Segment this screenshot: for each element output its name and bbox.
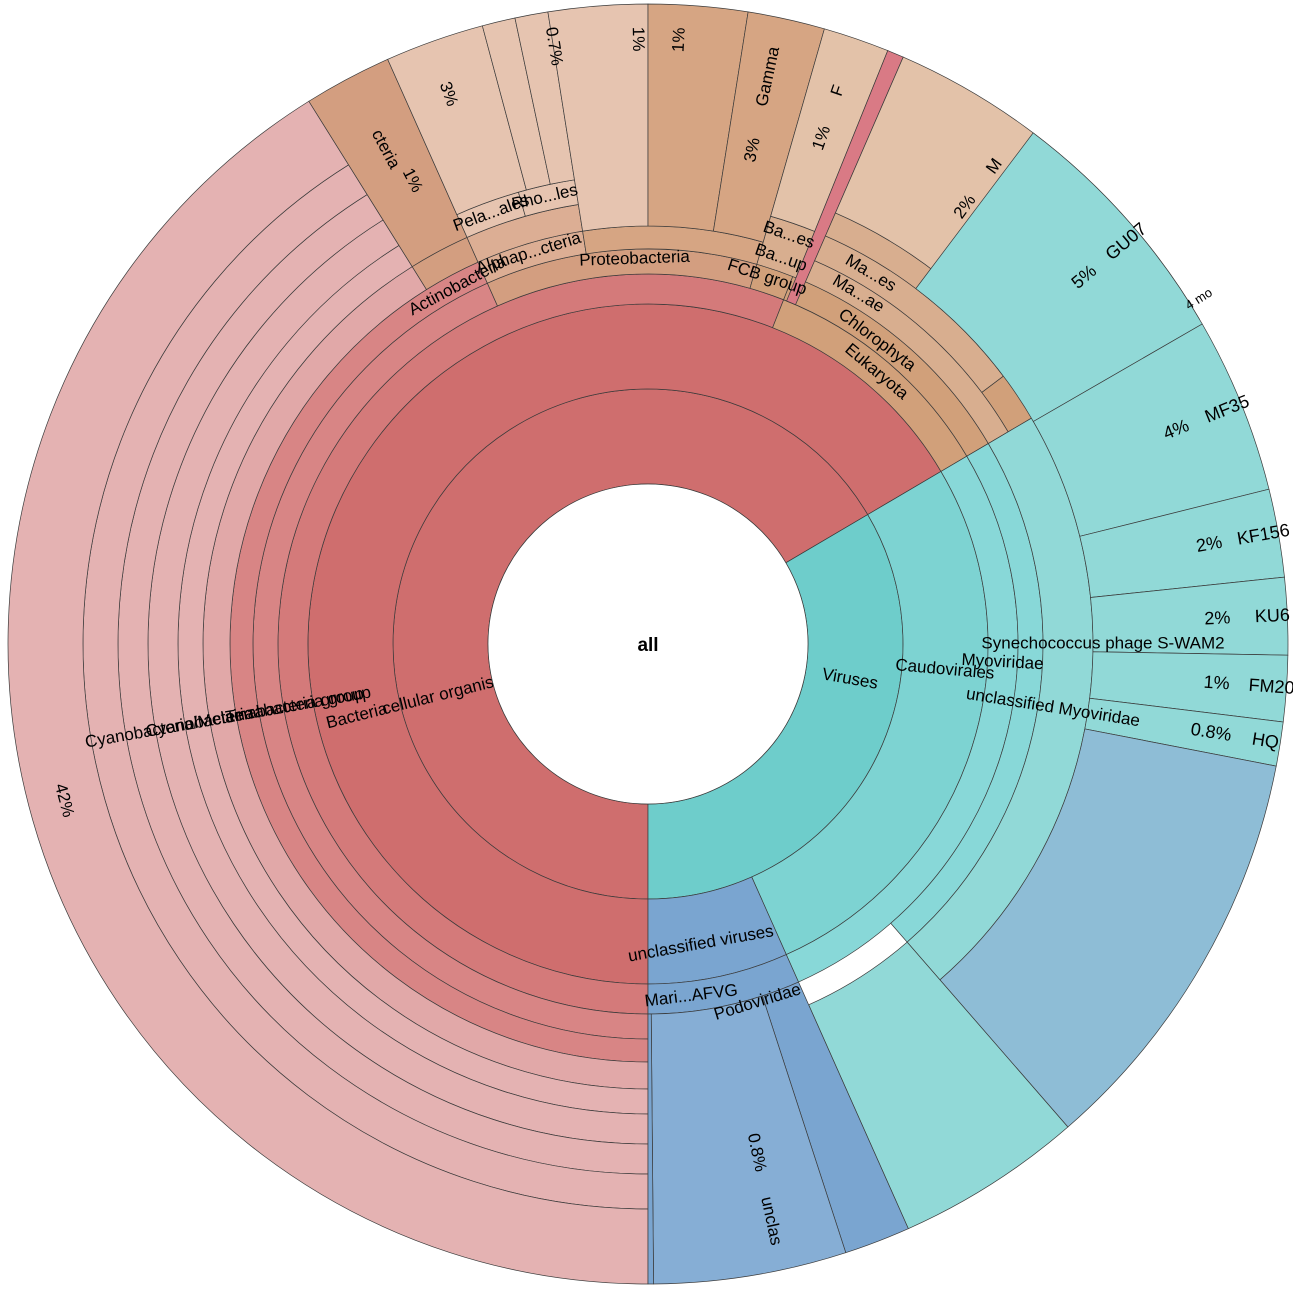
chart-wedges — [7, 3, 1289, 1285]
center-circle[interactable] — [487, 483, 809, 805]
wedge-pink-strip[interactable] — [786, 50, 904, 306]
label-leaf-name-4: FM20 — [1248, 675, 1293, 698]
label-leaf-pct-3: 2% — [1204, 607, 1231, 628]
label-leaf-name-5: HQ — [1251, 729, 1281, 753]
wedge-synechococcus-large[interactable] — [939, 728, 1277, 1128]
label-leaf-pct-2: 2% — [1195, 532, 1224, 556]
wedge-unclassified-thin[interactable] — [647, 1013, 654, 1285]
label-alpha-pct-1b: 1% — [669, 27, 689, 53]
label-alpha-pct-1a: 1% — [629, 27, 648, 52]
center-label: all — [637, 635, 658, 656]
label-myoviridae: Myoviridae — [961, 650, 1044, 673]
label-proteobacteria: Proteobacteria — [579, 247, 691, 270]
label-synechococcus-phage: Synechococcus phage S-WAM2 — [981, 633, 1224, 652]
label-more: 4 mo — [1182, 285, 1214, 313]
wedge-cyano-leaf-5[interactable] — [7, 100, 649, 1285]
label-leaf-pct-4: 1% — [1203, 672, 1230, 694]
label-leaf-name-3: KU6 — [1254, 605, 1290, 627]
label-gamma-pct: 3% — [740, 136, 764, 164]
